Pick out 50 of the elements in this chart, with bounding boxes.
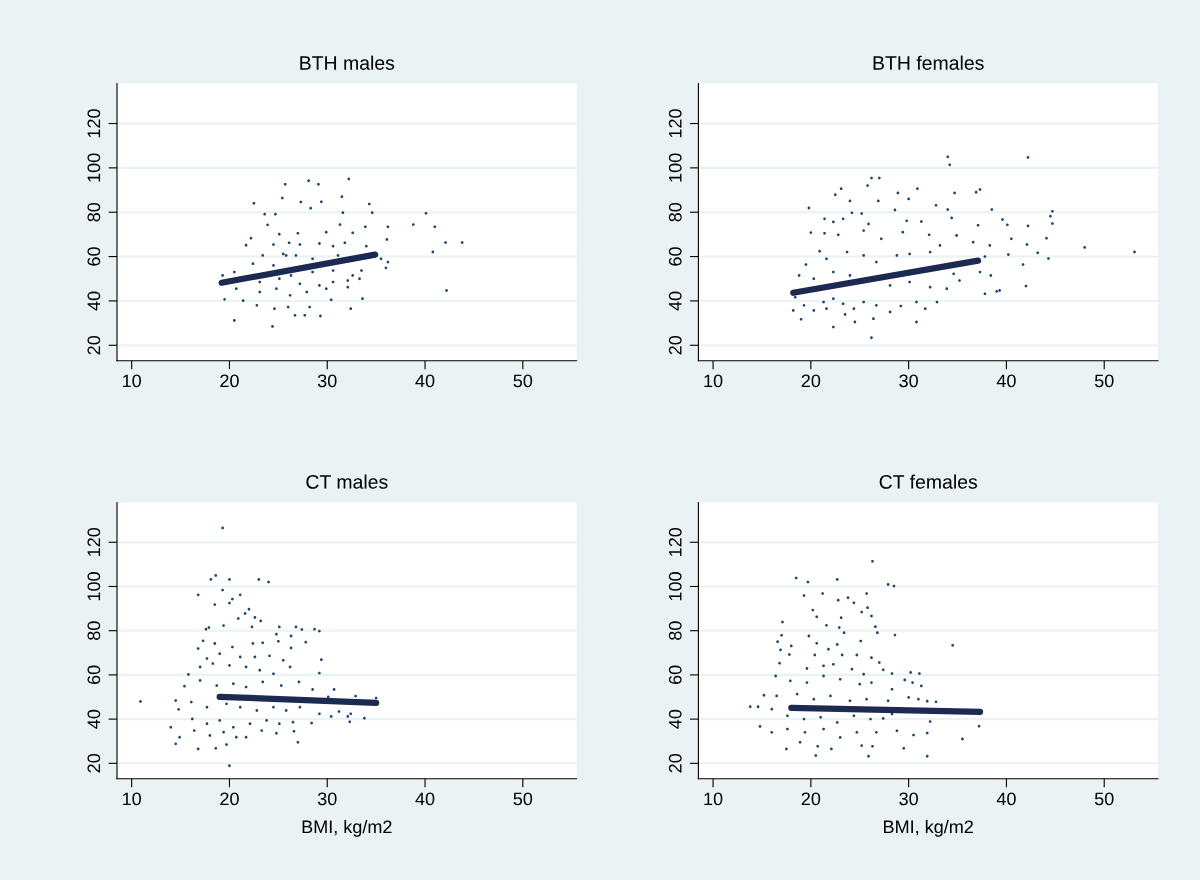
y-tick-label: 60 [87,247,101,266]
x-tick-label: 30 [899,374,918,388]
x-tick-label: 30 [317,374,337,388]
x-tick-label: 30 [317,792,337,806]
x-axis-title: BMI, kg/m2 [302,819,392,837]
y-tick-label: 100 [87,572,101,601]
y-tick-label: 20 [87,335,101,355]
x-tick-label: 10 [123,374,141,388]
y-tick-label: 80 [668,621,682,640]
x-axis-title: BMI, kg/m2 [884,819,973,837]
x-tick-label: 50 [1094,374,1114,388]
chart-title: CT males [306,474,388,489]
y-tick-label: 40 [668,709,682,729]
x-tick-label: 40 [415,374,435,388]
chart-title: BTH males [300,55,395,70]
x-tick-label: 40 [415,792,435,806]
y-tick-label: 80 [668,202,682,222]
y-tick-label: 20 [87,753,101,773]
y-tick-label: 100 [87,153,101,182]
x-tick-label: 50 [1094,792,1114,806]
chart-title: CT females [879,474,978,489]
y-tick-label: 20 [668,335,682,355]
y-tick-label: 120 [668,527,682,556]
x-tick-label: 10 [704,792,723,806]
x-tick-label: 10 [704,374,723,388]
y-tick-label: 80 [87,621,101,640]
x-tick-label: 20 [220,374,239,388]
y-tick-label: 100 [668,572,682,601]
y-tick-label: 120 [668,109,682,138]
y-tick-label: 40 [87,709,101,729]
x-tick-label: 50 [513,374,533,388]
y-tick-label: 40 [87,291,101,311]
x-tick-label: 40 [996,374,1016,388]
y-tick-label: 60 [668,247,682,266]
chart-title: BTH females [873,55,984,70]
x-tick-label: 10 [123,792,141,806]
x-tick-label: 30 [899,792,918,806]
y-tick-label: 80 [87,202,101,222]
y-tick-label: 120 [87,109,101,138]
y-tick-label: 100 [668,153,682,182]
x-tick-label: 20 [220,792,239,806]
x-tick-label: 50 [513,792,533,806]
x-tick-label: 20 [801,374,821,388]
y-tick-label: 20 [668,753,682,773]
x-tick-label: 20 [801,792,821,806]
y-tick-label: 60 [668,665,682,685]
y-tick-label: 120 [87,527,101,556]
y-tick-label: 40 [668,291,682,311]
x-tick-label: 40 [996,792,1016,806]
y-tick-label: 60 [87,665,101,685]
